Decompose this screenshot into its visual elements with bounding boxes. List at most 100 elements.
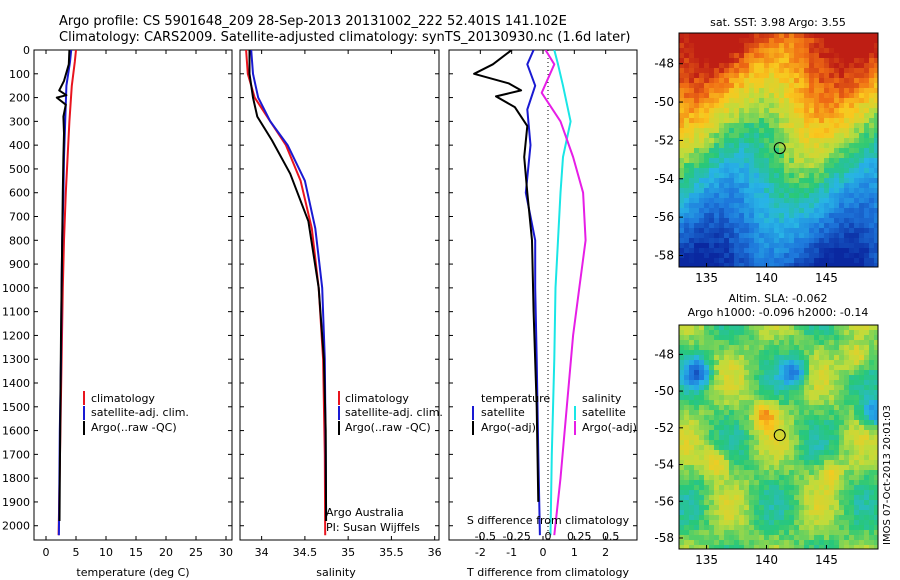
s-tick-label: 0.5 (602, 530, 620, 543)
map-cell (864, 223, 869, 228)
map-cell (804, 335, 809, 340)
map-cell (829, 123, 834, 128)
map-cell (679, 525, 684, 530)
map-cell (684, 490, 689, 495)
map-cell (679, 163, 684, 168)
map-cell (754, 400, 759, 405)
map-cell (864, 128, 869, 133)
map-y-tick-label: -54 (654, 172, 674, 186)
map-cell (764, 340, 769, 345)
map-cell (849, 505, 854, 510)
map-cell (714, 33, 719, 38)
map-cell (794, 178, 799, 183)
map-cell (749, 455, 754, 460)
map-cell (734, 68, 739, 73)
map-cell (814, 148, 819, 153)
map-cell (804, 68, 809, 73)
map-cell (734, 78, 739, 83)
map-cell (824, 258, 829, 263)
map-cell (779, 258, 784, 263)
map-cell (689, 405, 694, 410)
map-cell (859, 480, 864, 485)
map-cell (769, 495, 774, 500)
map-cell (754, 405, 759, 410)
map-cell (749, 193, 754, 198)
map-cell (799, 525, 804, 530)
map-cell (714, 390, 719, 395)
map-cell (784, 183, 789, 188)
map-cell (759, 495, 764, 500)
map-cell (834, 330, 839, 335)
map-cell (844, 43, 849, 48)
map-cell (854, 530, 859, 535)
map-cell (824, 525, 829, 530)
map-cell (844, 340, 849, 345)
map-cell (774, 405, 779, 410)
map-cell (774, 415, 779, 420)
map-cell (824, 455, 829, 460)
map-cell (704, 148, 709, 153)
map-cell (809, 400, 814, 405)
map-cell (714, 480, 719, 485)
map-cell (874, 510, 878, 515)
map-cell (794, 345, 799, 350)
map-cell (684, 118, 689, 123)
map-cell (849, 128, 854, 133)
map-cell (739, 93, 744, 98)
map-cell (789, 405, 794, 410)
map-cell (864, 123, 869, 128)
map-cell (834, 360, 839, 365)
map-cell (709, 33, 714, 38)
map-cell (709, 63, 714, 68)
map-cell (869, 108, 874, 113)
map-cell (699, 218, 704, 223)
map-cell (744, 253, 749, 258)
map-cell (849, 188, 854, 193)
map-cell (739, 485, 744, 490)
map-cell (719, 98, 724, 103)
map-cell (784, 118, 789, 123)
map-cell (689, 500, 694, 505)
y-tick-label: 1600 (2, 425, 30, 438)
map-cell (704, 520, 709, 525)
map-cell (789, 470, 794, 475)
map-cell (789, 118, 794, 123)
map-cell (744, 515, 749, 520)
map-cell (794, 73, 799, 78)
map-cell (839, 83, 844, 88)
map-cell (824, 340, 829, 345)
map-cell (829, 193, 834, 198)
map-cell (874, 440, 878, 445)
map-cell (734, 263, 739, 267)
map-cell (869, 178, 874, 183)
map-cell (859, 183, 864, 188)
map-cell (754, 435, 759, 440)
map-cell (864, 375, 869, 380)
map-cell (774, 465, 779, 470)
map-cell (869, 143, 874, 148)
map-cell (729, 425, 734, 430)
map-cell (874, 350, 878, 355)
map-cell (699, 345, 704, 350)
map-cell (834, 495, 839, 500)
map-cell (689, 415, 694, 420)
map-cell (749, 440, 754, 445)
map-cell (829, 148, 834, 153)
map-cell (734, 440, 739, 445)
x-tick-label: 10 (99, 546, 113, 559)
map-cell (834, 48, 839, 53)
map-cell (679, 395, 684, 400)
map-cell (839, 243, 844, 248)
map-cell (779, 128, 784, 133)
map-cell (844, 33, 849, 38)
map-cell (729, 325, 734, 330)
map-cell (819, 510, 824, 515)
map-cell (789, 390, 794, 395)
map-cell (699, 390, 704, 395)
map-cell (704, 325, 709, 330)
map-cell (719, 233, 724, 238)
map-cell (874, 43, 878, 48)
map-cell (829, 68, 834, 73)
map-cell (869, 243, 874, 248)
map-cell (724, 500, 729, 505)
